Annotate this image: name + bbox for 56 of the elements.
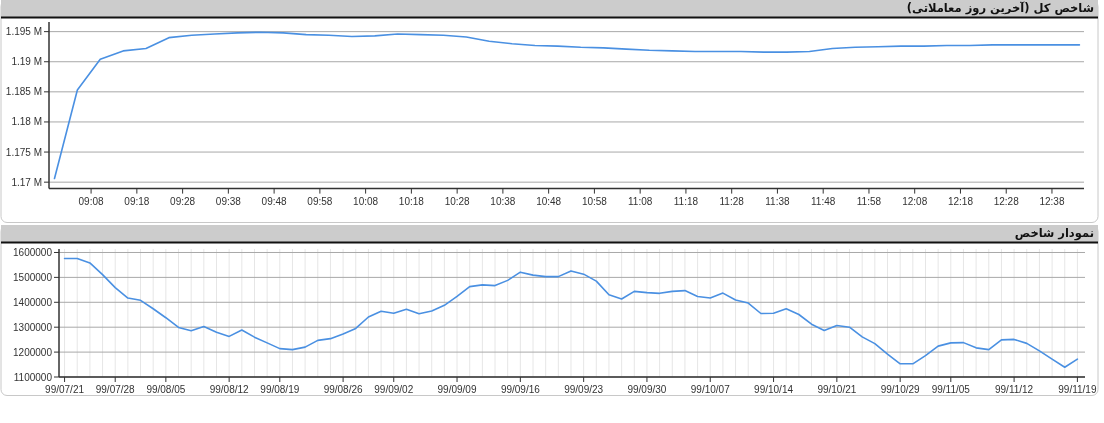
x-tick-label: 10:18: [398, 195, 425, 207]
x-tick-label: 09:58: [307, 195, 333, 207]
y-tick-label: 1400000: [13, 296, 53, 308]
line-series: [63, 257, 1079, 369]
x-tick-label: 11:08: [628, 195, 653, 207]
y-tick-label: 1.19 M: [11, 56, 42, 68]
y-tick-label: 1300000: [13, 321, 53, 333]
x-tick-label: 12:18: [947, 195, 974, 207]
line-series: [53, 31, 1081, 180]
x-tick-label: 99/09/16: [500, 384, 541, 395]
x-tick-label: 99/07/21: [45, 384, 85, 395]
x-tick-label: 99/07/28: [95, 384, 136, 395]
x-tick-label: 99/09/23: [564, 384, 604, 395]
x-tick-label: 99/11/12: [995, 384, 1034, 395]
y-tick-label: 1.185 M: [5, 86, 42, 98]
x-tick-label: 99/11/05: [931, 384, 971, 395]
y-tick-label: 1200000: [13, 346, 53, 358]
y-tick-label: 1600000: [13, 246, 53, 258]
x-tick-label: 99/08/05: [146, 384, 186, 395]
x-tick-label: 10:48: [536, 195, 562, 207]
x-tick-label: 09:48: [261, 195, 288, 207]
x-tick-label: 11:28: [719, 195, 745, 207]
x-tick-label: 99/10/21: [817, 384, 857, 395]
x-tick-label: 99/08/26: [323, 384, 363, 395]
x-tick-label: 10:38: [490, 195, 516, 207]
y-tick-label: 1.18 M: [11, 116, 42, 128]
x-tick-label: 99/10/07: [690, 384, 731, 395]
chart-title: شاخص کل (آخرین روز معاملاتی): [906, 1, 1094, 16]
x-tick-label: 11:48: [811, 195, 836, 207]
x-tick-label: 99/08/19: [260, 384, 300, 395]
x-tick-label: 99/08/12: [209, 384, 250, 395]
x-tick-label: 99/09/09: [437, 384, 477, 395]
x-tick-label: 12:08: [902, 195, 928, 207]
x-tick-label: 99/10/29: [880, 384, 921, 395]
x-tick-label: 10:08: [353, 195, 379, 207]
x-tick-label: 09:28: [170, 195, 196, 207]
x-tick-label: 12:28: [993, 195, 1020, 207]
y-tick-label: 1100000: [13, 371, 53, 383]
x-tick-label: 10:28: [444, 195, 471, 207]
x-tick-label: 99/09/02: [374, 384, 414, 395]
x-tick-label: 99/10/14: [754, 384, 794, 395]
y-tick-label: 1.175 M: [5, 146, 42, 158]
x-tick-label: 11:18: [673, 195, 699, 207]
chart-title: نمودار شاخص: [1014, 226, 1094, 241]
x-tick-label: 10:58: [581, 195, 608, 207]
x-tick-label: 99/09/30: [627, 384, 667, 395]
x-tick-label: 11:38: [765, 195, 790, 207]
x-tick-label: 09:38: [215, 195, 242, 207]
x-tick-label: 12:38: [1039, 195, 1065, 207]
x-tick-label: 11:58: [856, 195, 882, 207]
y-tick-label: 1.17 M: [11, 176, 42, 188]
y-tick-label: 1.195 M: [5, 26, 42, 38]
x-tick-label: 09:18: [124, 195, 150, 207]
x-tick-label: 99/11/19: [1058, 384, 1097, 395]
y-tick-label: 1500000: [13, 271, 53, 283]
x-tick-label: 09:08: [78, 195, 105, 207]
